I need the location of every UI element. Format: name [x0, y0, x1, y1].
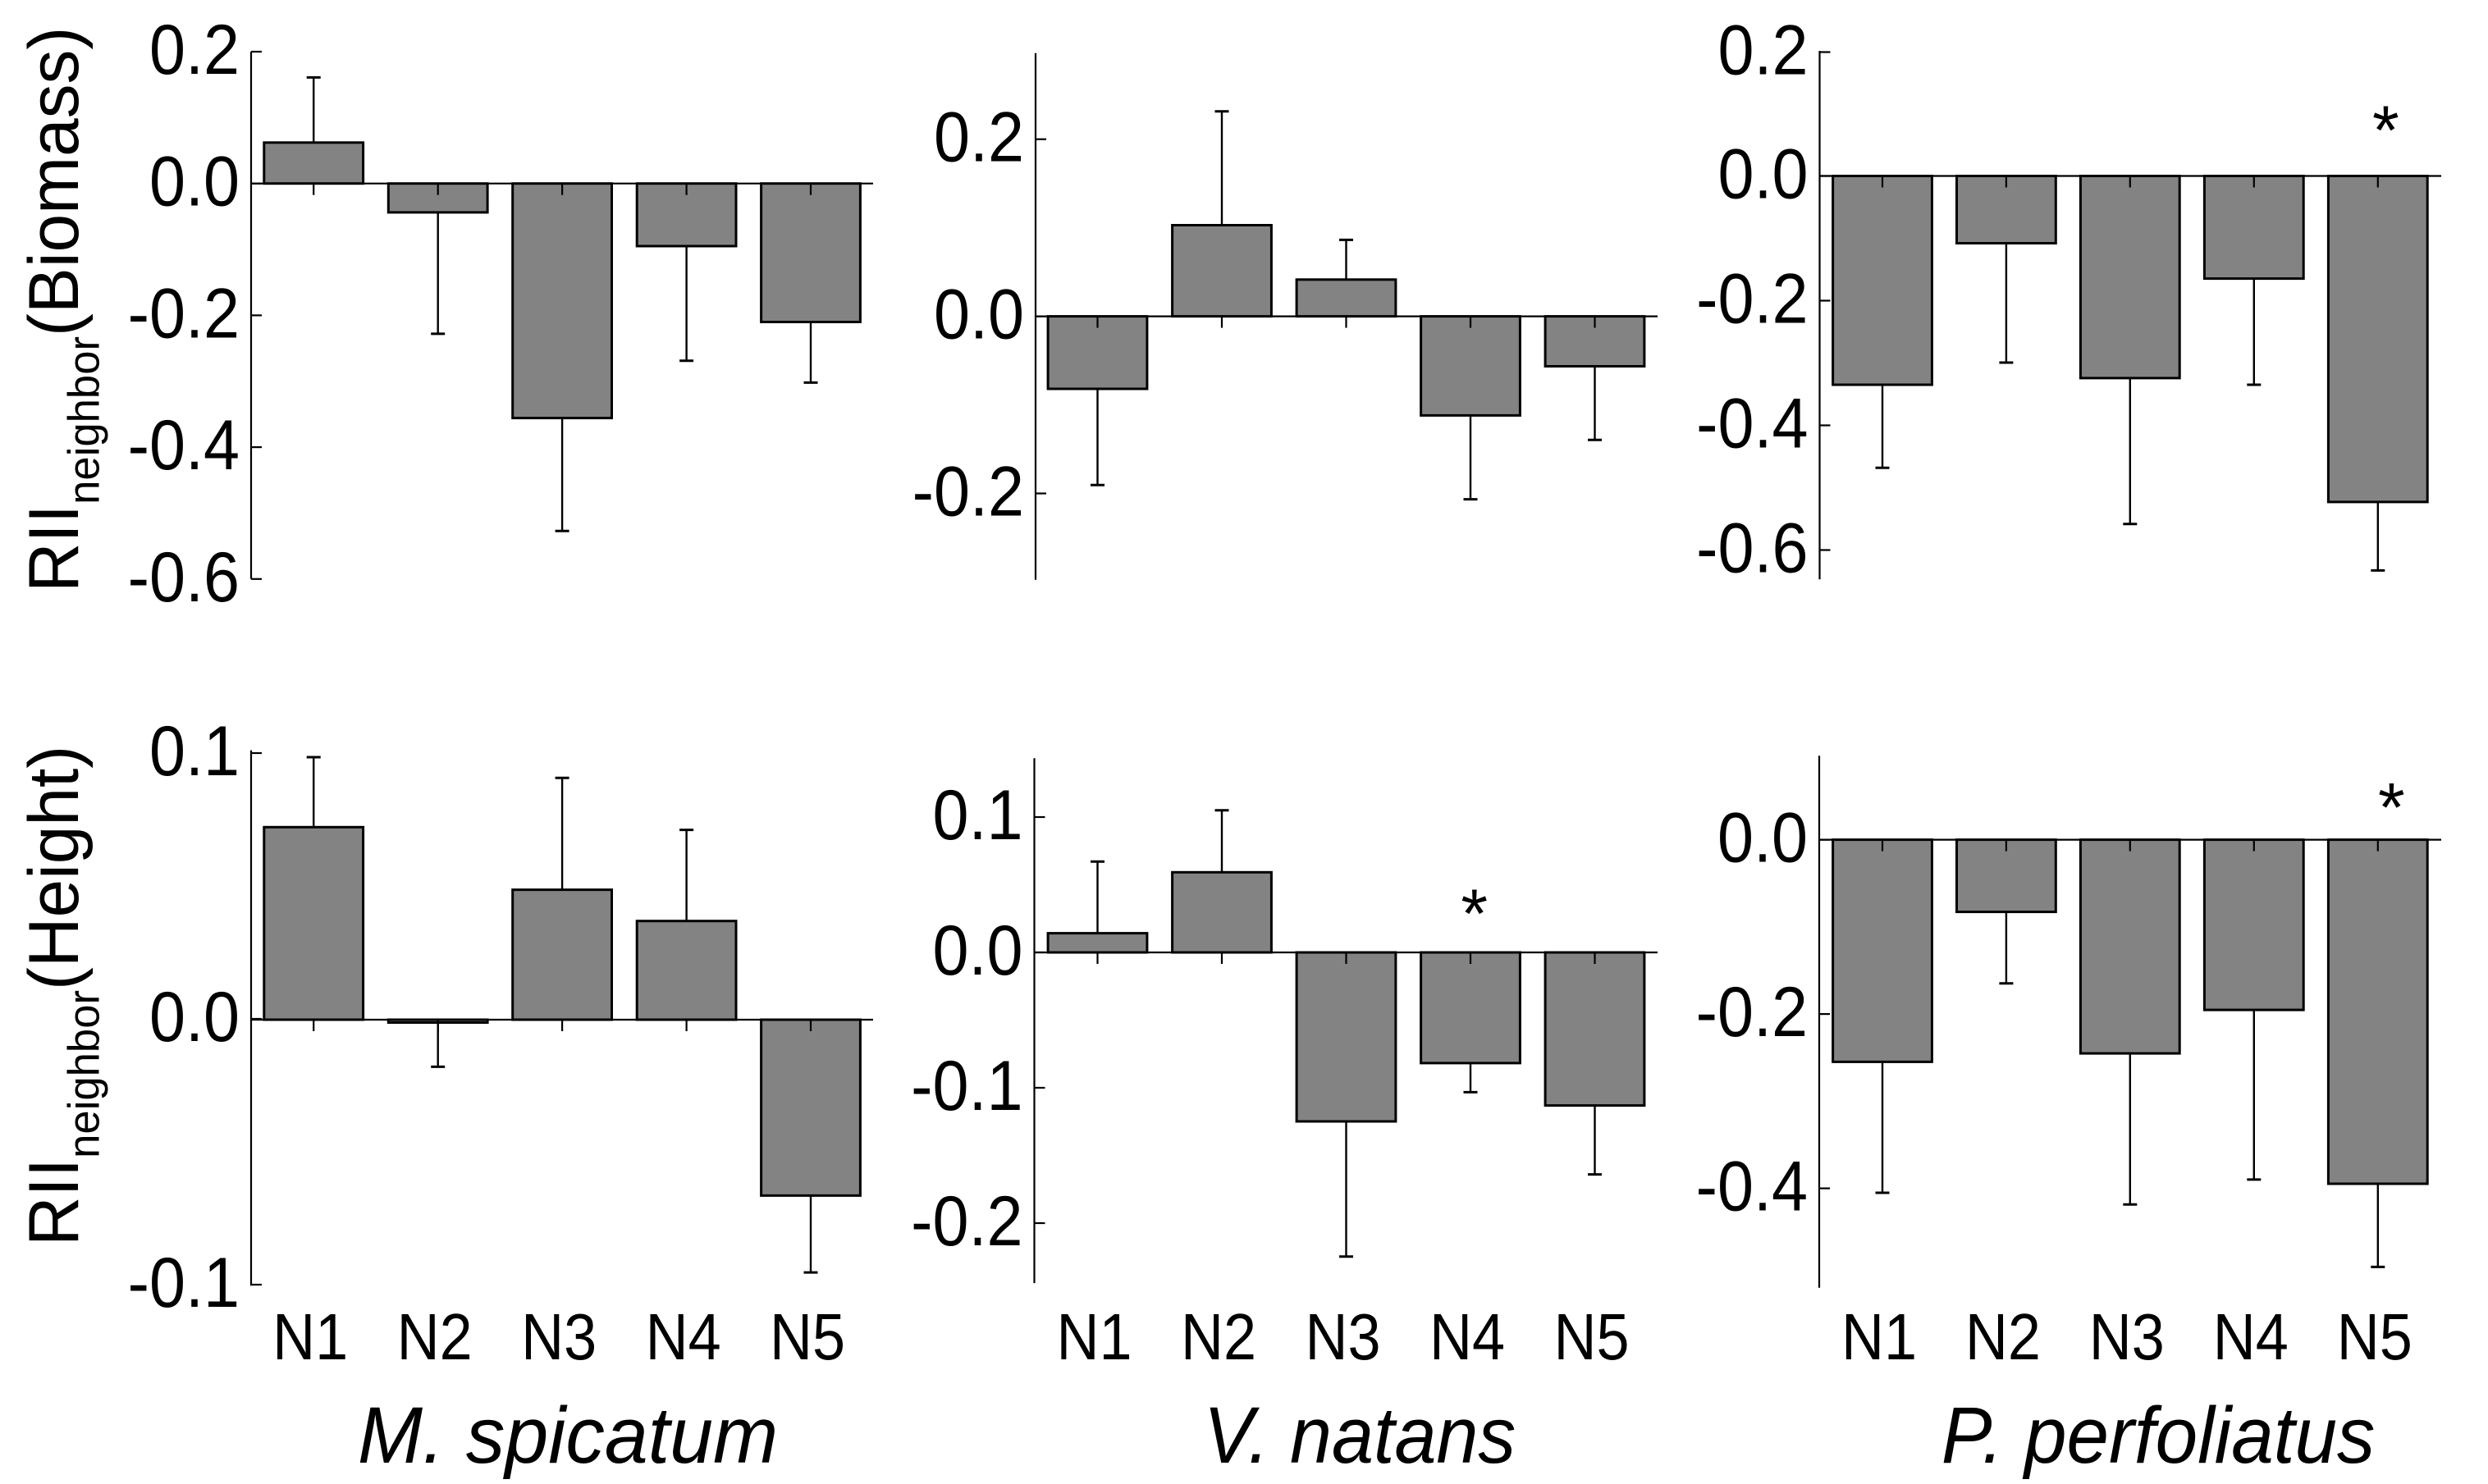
svg-text:-0.2: -0.2: [912, 451, 1024, 531]
svg-text:-0.4: -0.4: [1696, 383, 1808, 463]
svg-text:-0.4: -0.4: [128, 405, 240, 485]
svg-text:V. natans: V. natans: [1204, 1391, 1516, 1480]
svg-text:-0.1: -0.1: [911, 1046, 1022, 1126]
svg-text:*: *: [1461, 874, 1488, 952]
svg-text:0.0: 0.0: [933, 911, 1023, 990]
svg-text:0.0: 0.0: [1718, 134, 1809, 213]
svg-text:0.0: 0.0: [149, 142, 240, 221]
svg-text:0.2: 0.2: [149, 10, 240, 89]
svg-text:0.0: 0.0: [1717, 798, 1808, 878]
svg-text:N3: N3: [1305, 1301, 1380, 1374]
svg-text:N2: N2: [397, 1301, 473, 1374]
svg-text:N5: N5: [1553, 1301, 1629, 1374]
svg-text:0.0: 0.0: [934, 275, 1024, 354]
svg-text:N4: N4: [2213, 1301, 2289, 1374]
svg-text:P. perfoliatus: P. perfoliatus: [1941, 1391, 2376, 1480]
svg-text:N5: N5: [770, 1301, 845, 1374]
svg-text:-0.2: -0.2: [911, 1181, 1022, 1261]
svg-text:*: *: [2372, 91, 2399, 168]
svg-text:N2: N2: [1965, 1301, 2041, 1374]
svg-text:*: *: [2378, 769, 2405, 846]
svg-text:-0.6: -0.6: [128, 537, 240, 617]
svg-text:N1: N1: [1056, 1301, 1132, 1374]
svg-text:N3: N3: [2089, 1301, 2165, 1374]
svg-text:N1: N1: [272, 1301, 348, 1374]
svg-text:0.0: 0.0: [149, 977, 240, 1057]
svg-text:0.1: 0.1: [933, 775, 1023, 855]
svg-text:N3: N3: [521, 1301, 597, 1374]
svg-text:N4: N4: [1429, 1301, 1505, 1374]
svg-text:0.2: 0.2: [934, 98, 1024, 177]
svg-text:-0.2: -0.2: [1696, 258, 1808, 338]
svg-text:0.2: 0.2: [1718, 10, 1809, 89]
svg-text:-0.2: -0.2: [128, 273, 240, 353]
svg-text:-0.1: -0.1: [128, 1243, 240, 1322]
svg-text:N2: N2: [1181, 1301, 1256, 1374]
svg-text:N5: N5: [2337, 1301, 2413, 1374]
svg-text:-0.6: -0.6: [1696, 508, 1808, 587]
svg-text:N1: N1: [1841, 1301, 1917, 1374]
svg-text:0.1: 0.1: [149, 711, 240, 791]
svg-text:N4: N4: [646, 1301, 721, 1374]
svg-text:M. spicatum: M. spicatum: [358, 1391, 778, 1480]
svg-text:-0.4: -0.4: [1696, 1147, 1808, 1226]
svg-text:-0.2: -0.2: [1696, 972, 1808, 1052]
